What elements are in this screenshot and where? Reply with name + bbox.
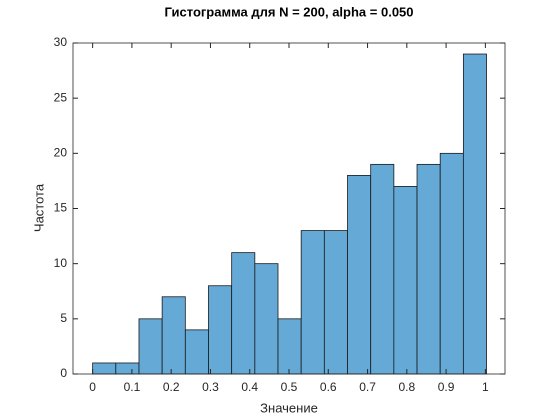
bar <box>92 362 117 375</box>
x-tick-label: 0.2 <box>163 380 180 394</box>
bar <box>416 163 441 375</box>
x-tick-label: 0.7 <box>359 380 376 394</box>
bar <box>161 296 186 375</box>
y-tick-label: 15 <box>54 201 68 215</box>
bar <box>277 318 302 375</box>
chart-title: Гистограмма для N = 200, alpha = 0.050 <box>164 4 413 19</box>
y-tick-label: 5 <box>60 311 67 325</box>
x-tick-label: 0.8 <box>398 380 415 394</box>
bar <box>254 263 279 375</box>
bar <box>347 174 372 375</box>
x-tick-label: 0.9 <box>438 380 455 394</box>
y-tick-label: 25 <box>54 90 68 104</box>
bar <box>184 329 209 375</box>
bar <box>462 53 487 375</box>
y-tick-label: 0 <box>60 366 67 380</box>
bar <box>393 186 418 375</box>
bar <box>231 252 256 375</box>
x-tick-label: 0 <box>89 380 96 394</box>
x-tick-label: 1 <box>482 380 489 394</box>
x-tick-label: 0.5 <box>281 380 298 394</box>
bar <box>439 152 464 375</box>
bar <box>115 362 140 375</box>
x-tick-label: 0.6 <box>320 380 337 394</box>
x-axis-label: Значение <box>260 400 318 415</box>
y-axis-label: Частота <box>31 183 46 232</box>
bar <box>300 230 325 375</box>
y-tick-label: 20 <box>54 146 68 160</box>
x-tick-label: 0.1 <box>124 380 141 394</box>
x-tick-label: 0.3 <box>202 380 219 394</box>
x-tick-label: 0.4 <box>241 380 258 394</box>
y-tick-label: 30 <box>54 35 68 49</box>
bar <box>208 285 233 375</box>
bar <box>323 230 348 375</box>
bar <box>370 163 395 375</box>
bar <box>138 318 163 375</box>
y-tick-label: 10 <box>54 256 68 270</box>
